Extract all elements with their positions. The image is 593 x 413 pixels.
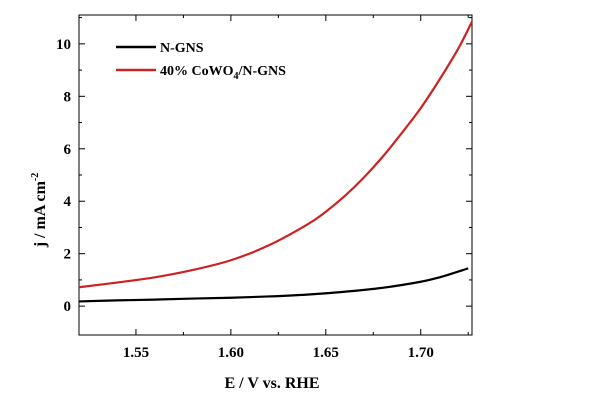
y-tick-label: 10: [56, 37, 71, 53]
legend-label-subscript: 4: [234, 71, 239, 82]
tick-layer: 1.55 1.60 1.65 1.70 0 2 4 6 8 10: [56, 15, 472, 361]
legend-label-suffix: /N-GNS: [238, 64, 287, 79]
series-layer: [78, 21, 473, 303]
y-tick-label: 0: [64, 299, 72, 315]
series-line-0: [78, 267, 469, 303]
legend-label-cowo4: 40% CoWO4/N-GNS: [160, 64, 286, 82]
y-axis-title-superscript: -2: [30, 173, 41, 181]
y-tick-label: 4: [64, 194, 72, 210]
plot-frame: [78, 14, 473, 336]
legend: N-GNS 40% CoWO4/N-GNS: [116, 41, 286, 82]
legend-label-n-gns: N-GNS: [160, 41, 204, 56]
y-tick-label: 6: [64, 142, 72, 158]
x-tick-label: 1.65: [313, 345, 339, 361]
series-line-1: [78, 21, 473, 289]
x-tick-label: 1.55: [123, 345, 149, 361]
x-tick-label: 1.70: [408, 345, 434, 361]
y-tick-label: 2: [64, 247, 72, 263]
x-axis-title: E / V vs. RHE: [225, 375, 320, 392]
x-tick-label: 1.60: [218, 345, 244, 361]
y-axis-title: j / mA cm-2: [30, 173, 49, 249]
y-tick-label: 8: [64, 89, 72, 105]
